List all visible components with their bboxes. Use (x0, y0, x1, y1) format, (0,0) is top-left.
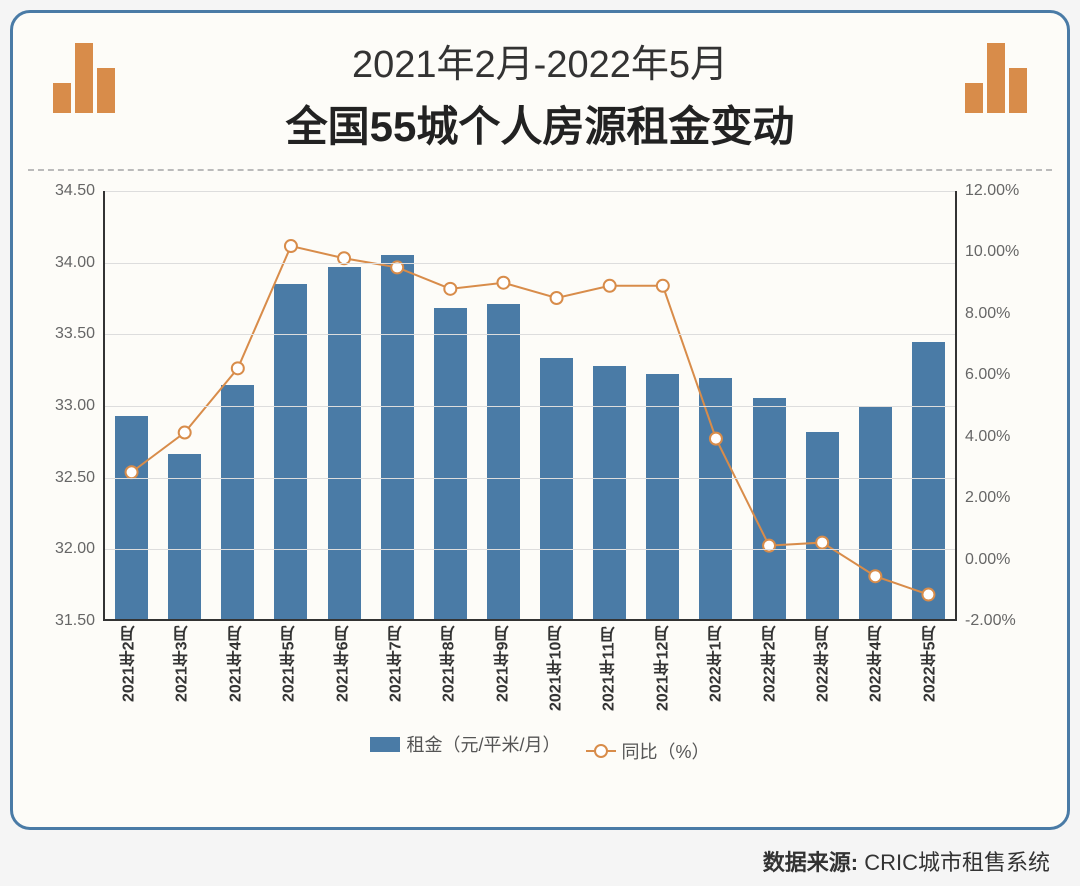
deco-bars-left (53, 43, 115, 113)
y-axis-left: 31.5032.0032.5033.0033.5034.0034.50 (43, 191, 103, 621)
x-label: 2022年4月 (850, 626, 903, 716)
y-tick: 12.00% (965, 182, 1019, 200)
x-label: 2021年4月 (210, 626, 263, 716)
y-axis-right: -2.00%0.00%2.00%4.00%6.00%8.00%10.00%12.… (957, 191, 1037, 621)
x-label: 2022年1月 (690, 626, 743, 716)
plot-area (103, 191, 957, 621)
deco-bars-right (965, 43, 1027, 113)
legend-line: 同比（%） (586, 738, 710, 764)
legend-bar-swatch (370, 737, 400, 752)
y-tick: 33.50 (55, 325, 95, 343)
y-tick: 2.00% (965, 489, 1010, 507)
y-tick: 34.50 (55, 182, 95, 200)
x-label: 2021年8月 (423, 626, 476, 716)
line-overlay (105, 191, 955, 619)
header: 2021年2月-2022年5月 全国55城个人房源租金变动 (13, 13, 1067, 169)
legend-line-label: 同比（%） (622, 738, 710, 764)
x-label: 2022年3月 (797, 626, 850, 716)
x-label: 2021年7月 (370, 626, 423, 716)
y-tick: 31.50 (55, 612, 95, 630)
x-label: 2021年2月 (103, 626, 156, 716)
x-label: 2021年9月 (477, 626, 530, 716)
source-value: CRIC城市租售系统 (864, 850, 1050, 875)
y-tick: 8.00% (965, 305, 1010, 323)
title-line2: 全国55城个人房源租金变动 (13, 93, 1067, 154)
y-tick: 0.00% (965, 551, 1010, 569)
x-label: 2021年5月 (263, 626, 316, 716)
x-label: 2022年2月 (744, 626, 797, 716)
legend-line-swatch (586, 750, 616, 752)
x-label: 2021年6月 (317, 626, 370, 716)
y-tick: -2.00% (965, 612, 1016, 630)
y-tick: 32.50 (55, 469, 95, 487)
x-label: 2021年12月 (637, 626, 690, 716)
x-label: 2022年5月 (904, 626, 957, 716)
y-tick: 34.00 (55, 254, 95, 272)
x-axis-labels: 2021年2月2021年3月2021年4月2021年5月2021年6月2021年… (103, 626, 957, 716)
y-tick: 32.00 (55, 540, 95, 558)
title-line1: 2021年2月-2022年5月 (13, 33, 1067, 88)
chart-area: 31.5032.0032.5033.0033.5034.0034.50 -2.0… (43, 191, 1037, 721)
divider (28, 169, 1052, 171)
legend-bar-label: 租金（元/平米/月） (406, 731, 560, 757)
x-label: 2021年11月 (583, 626, 636, 716)
y-tick: 6.00% (965, 366, 1010, 384)
y-tick: 33.00 (55, 397, 95, 415)
y-tick: 10.00% (965, 243, 1019, 261)
legend: 租金（元/平米/月） 同比（%） (13, 731, 1067, 764)
data-source: 数据来源: CRIC城市租售系统 (0, 845, 1050, 877)
source-label: 数据来源: (763, 850, 858, 875)
y-tick: 4.00% (965, 428, 1010, 446)
legend-bar: 租金（元/平米/月） (370, 731, 560, 757)
chart-card: 2021年2月-2022年5月 全国55城个人房源租金变动 31.50 32.00… (10, 10, 1070, 830)
x-label: 2021年10月 (530, 626, 583, 716)
x-label: 2021年3月 (156, 626, 209, 716)
